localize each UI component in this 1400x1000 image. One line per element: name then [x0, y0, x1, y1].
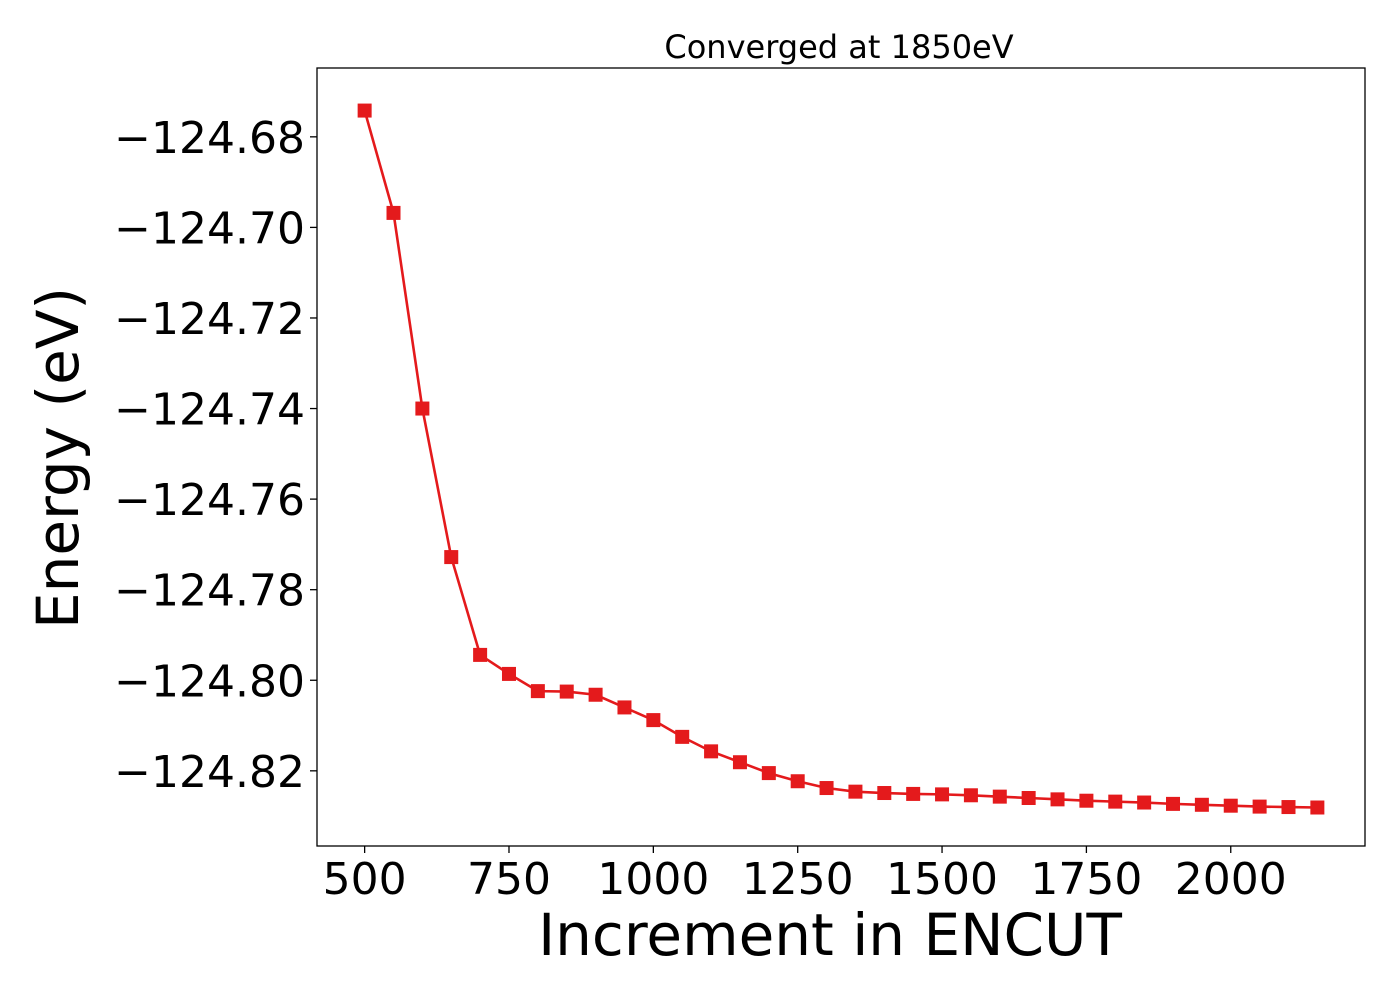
chart-title: Converged at 1850eV [664, 28, 1013, 66]
y-tick-label: −124.78 [114, 566, 305, 617]
y-tick-label: −124.72 [114, 294, 305, 345]
data-point [617, 700, 632, 715]
data-point [819, 781, 834, 796]
data-point [444, 550, 459, 565]
x-tick-label: 1500 [886, 854, 998, 905]
data-point [790, 774, 805, 789]
y-axis-label: Energy (eV) [24, 287, 92, 629]
data-point [877, 786, 892, 801]
x-tick-label: 1250 [742, 854, 854, 905]
y-tick-label: −124.68 [114, 113, 305, 164]
y-tick-label: −124.70 [114, 203, 305, 254]
x-tick-label: 2000 [1175, 854, 1287, 905]
data-point [935, 787, 950, 802]
y-tick-label: −124.74 [114, 385, 305, 436]
data-point [646, 713, 661, 728]
data-point [992, 789, 1007, 804]
series-layer [357, 103, 1325, 815]
data-point [1223, 798, 1238, 813]
data-point [588, 687, 603, 702]
x-axis-ticks: 500 750 1000 1250 1500 1750 2000 [323, 846, 1287, 905]
data-point [1166, 796, 1181, 811]
data-point [559, 684, 574, 699]
data-point [1050, 792, 1065, 807]
x-tick-label: 1750 [1030, 854, 1142, 905]
data-point [1281, 800, 1296, 815]
data-point [357, 103, 372, 118]
data-point [1108, 794, 1123, 809]
data-point [761, 766, 776, 781]
data-point [963, 788, 978, 803]
data-point [675, 729, 690, 744]
data-point [415, 401, 430, 416]
data-point [1194, 797, 1209, 812]
y-tick-label: −124.76 [114, 475, 305, 526]
data-point [704, 744, 719, 759]
data-point [501, 666, 516, 681]
data-point [906, 786, 921, 801]
plot-area-frame [316, 67, 1366, 847]
y-tick-label: −124.80 [114, 656, 305, 707]
y-tick-label: −124.82 [114, 747, 305, 798]
data-point [386, 205, 401, 220]
x-tick-label: 750 [467, 854, 551, 905]
data-point [530, 684, 545, 699]
x-tick-label: 500 [323, 854, 407, 905]
data-point [1252, 799, 1267, 814]
x-axis-label: Increment in ENCUT [538, 901, 1122, 969]
data-point [1137, 795, 1152, 810]
series-line [363, 110, 1318, 809]
data-point [473, 647, 488, 662]
data-point [1079, 793, 1094, 808]
data-point [1310, 800, 1325, 815]
y-axis-ticks: −124.82 −124.80 −124.78 −124.76 −124.74 −124.… [114, 113, 317, 798]
data-point [848, 784, 863, 799]
data-point [732, 755, 747, 770]
x-tick-label: 1000 [597, 854, 709, 905]
data-point [1021, 790, 1036, 805]
